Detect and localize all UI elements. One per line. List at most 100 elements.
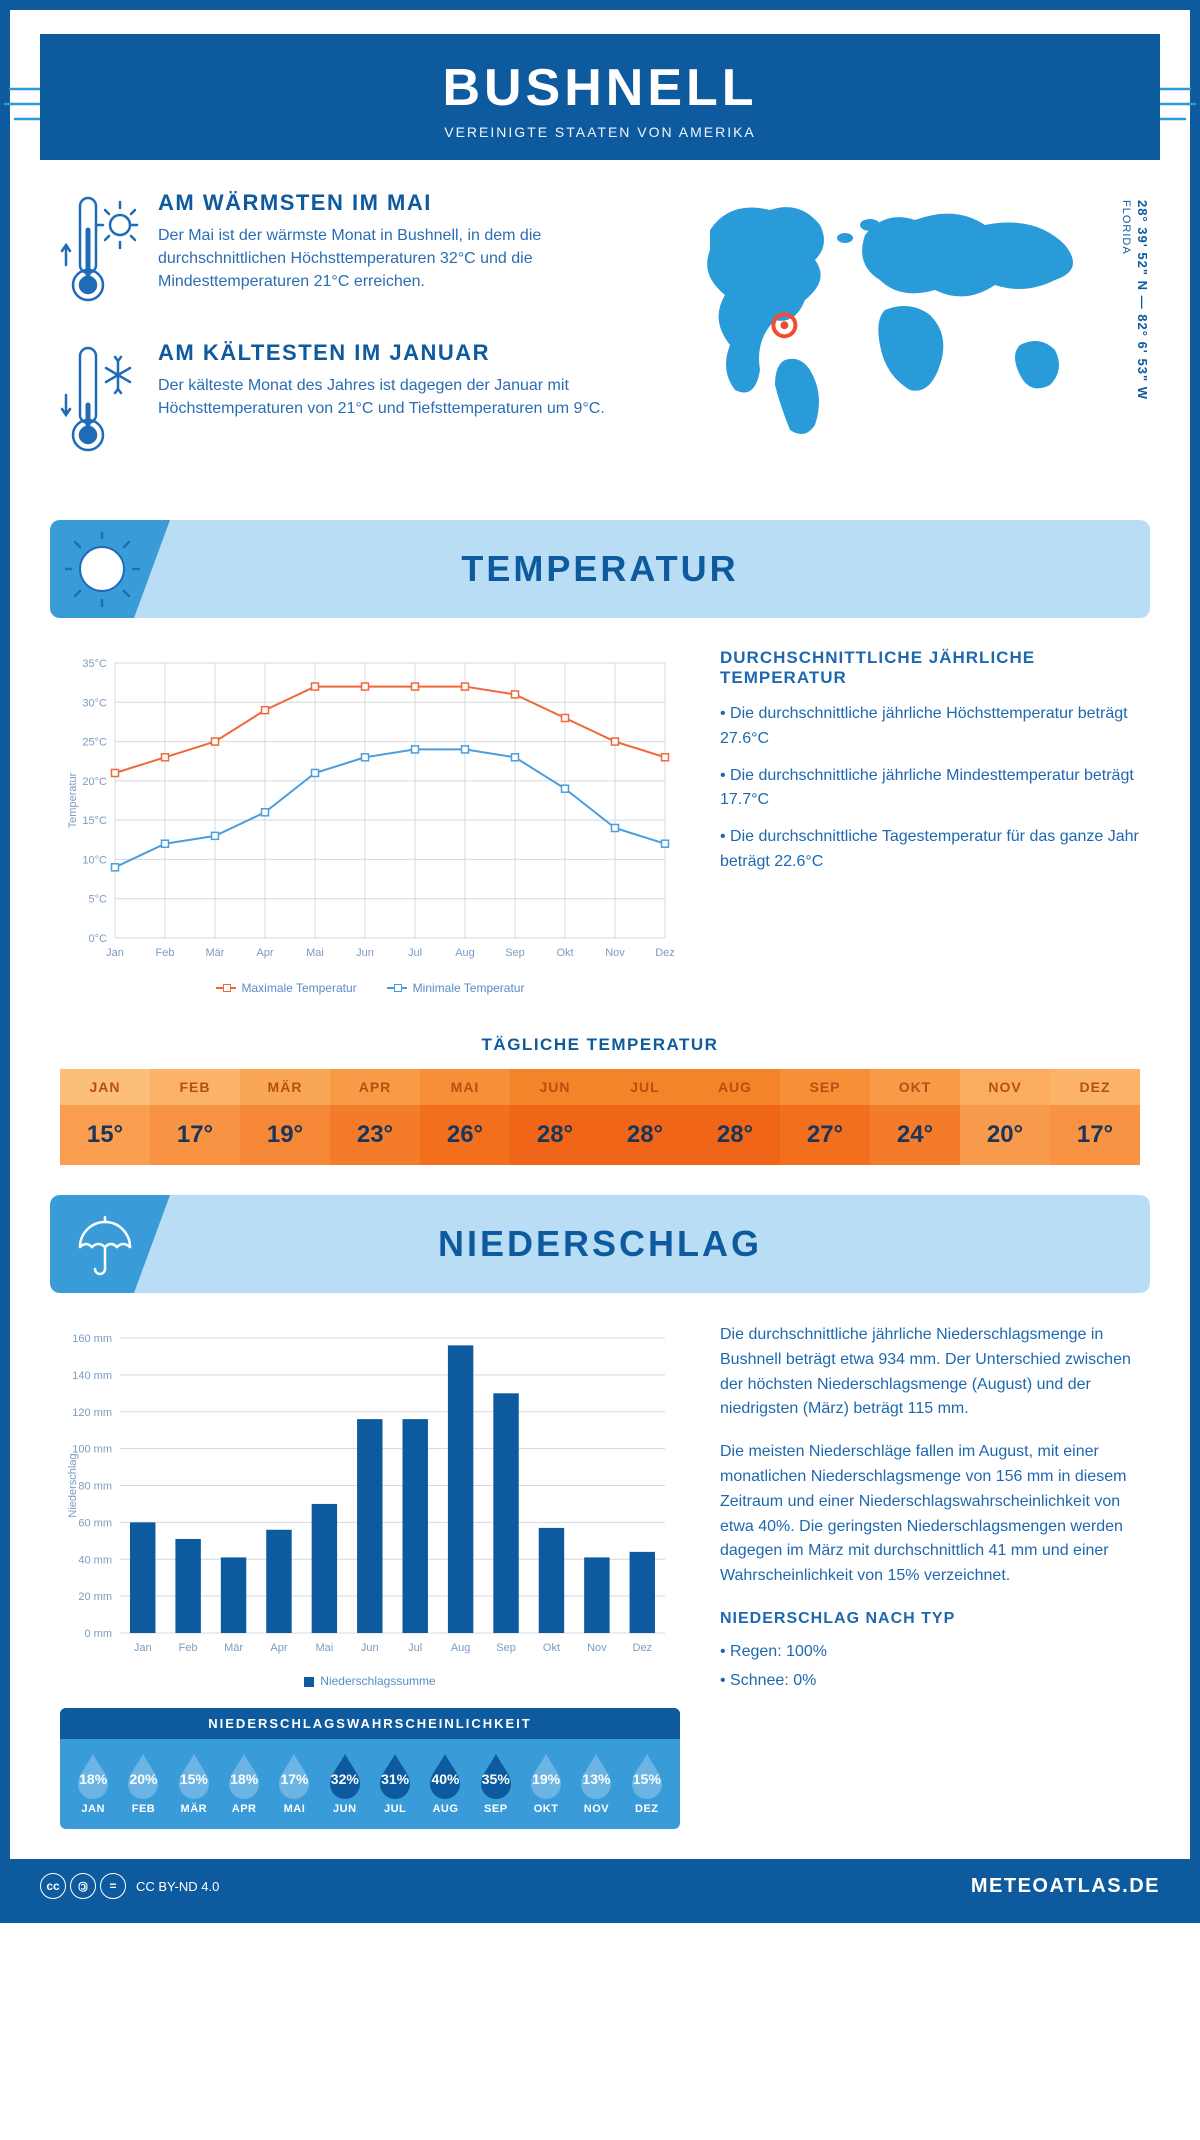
warm-fact-title: AM WÄRMSTEN IM MAI (158, 190, 610, 216)
precip-chart: 0 mm20 mm40 mm60 mm80 mm100 mm120 mm140 … (60, 1323, 680, 1688)
page-frame: BUSHNELL VEREINIGTE STAATEN VON AMERIKA … (0, 0, 1200, 1923)
warm-fact-text: Der Mai ist der wärmste Monat in Bushnel… (158, 224, 610, 294)
svg-text:Feb: Feb (179, 1642, 198, 1654)
precip-type-title: NIEDERSCHLAG NACH TYP (720, 1607, 1140, 1632)
svg-text:Aug: Aug (451, 1642, 471, 1654)
temp-desc-b1: • Die durchschnittliche jährliche Höchst… (720, 702, 1140, 752)
cold-fact-text: Der kälteste Monat des Jahres ist dagege… (158, 374, 610, 420)
daily-temp-title: TÄGLICHE TEMPERATUR (10, 1035, 1190, 1055)
svg-text:10°C: 10°C (82, 854, 107, 866)
prob-cell: 19%OKT (521, 1751, 571, 1815)
temp-cell: JAN15° (60, 1069, 150, 1165)
svg-text:Jun: Jun (361, 1642, 379, 1654)
prob-cell: 17%MAI (269, 1751, 319, 1815)
svg-text:160 mm: 160 mm (72, 1333, 112, 1345)
daily-temp-strip: JAN15°FEB17°MÄR19°APR23°MAI26°JUN28°JUL2… (60, 1069, 1140, 1165)
prob-cell: 32%JUN (320, 1751, 370, 1815)
svg-text:20 mm: 20 mm (78, 1591, 112, 1603)
temp-cell: OKT24° (870, 1069, 960, 1165)
svg-text:Sep: Sep (496, 1642, 516, 1654)
svg-text:Dez: Dez (633, 1642, 653, 1654)
svg-text:80 mm: 80 mm (78, 1481, 112, 1493)
precip-description: Die durchschnittliche jährliche Niedersc… (720, 1323, 1140, 1829)
svg-text:Apr: Apr (270, 1642, 287, 1654)
cold-fact-title: AM KÄLTESTEN IM JANUAR (158, 340, 610, 366)
svg-text:Mär: Mär (224, 1642, 243, 1654)
precip-banner: NIEDERSCHLAG (50, 1195, 1150, 1293)
thermometer-cold-icon (60, 340, 140, 465)
region-label: FLORIDA (1120, 200, 1132, 255)
svg-text:Mai: Mai (316, 1642, 334, 1654)
svg-text:Okt: Okt (543, 1642, 560, 1654)
svg-text:Apr: Apr (256, 947, 273, 959)
temp-cell: NOV20° (960, 1069, 1050, 1165)
svg-text:40 mm: 40 mm (78, 1554, 112, 1566)
page-subtitle: VEREINIGTE STAATEN VON AMERIKA (40, 124, 1160, 140)
temp-cell: MAI26° (420, 1069, 510, 1165)
prob-title: NIEDERSCHLAGSWAHRSCHEINLICHKEIT (60, 1708, 680, 1739)
temperature-description: DURCHSCHNITTLICHE JÄHRLICHE TEMPERATUR •… (720, 648, 1140, 995)
svg-text:Jul: Jul (408, 947, 422, 959)
svg-text:60 mm: 60 mm (78, 1517, 112, 1529)
by-icon: 🄯 (70, 1873, 96, 1899)
temp-cell: DEZ17° (1050, 1069, 1140, 1165)
svg-text:Temperatur: Temperatur (67, 772, 79, 828)
prob-cell: 35%SEP (471, 1751, 521, 1815)
cc-icon: cc (40, 1873, 66, 1899)
temp-desc-b2: • Die durchschnittliche jährliche Mindes… (720, 764, 1140, 814)
prob-cell: 40%AUG (420, 1751, 470, 1815)
svg-text:Jan: Jan (106, 947, 124, 959)
license-text: CC BY-ND 4.0 (136, 1879, 219, 1894)
svg-text:Jan: Jan (134, 1642, 152, 1654)
page-title: BUSHNELL (40, 58, 1160, 118)
temp-cell: JUL28° (600, 1069, 690, 1165)
footer: cc 🄯 = CC BY-ND 4.0 METEOATLAS.DE (10, 1859, 1190, 1913)
temp-desc-title: DURCHSCHNITTLICHE JÄHRLICHE TEMPERATUR (720, 648, 1140, 688)
prob-cell: 15%DEZ (622, 1751, 672, 1815)
prob-cell: 18%APR (219, 1751, 269, 1815)
temperature-banner: TEMPERATUR (50, 520, 1150, 618)
svg-text:Nov: Nov (587, 1642, 607, 1654)
climate-facts: AM WÄRMSTEN IM MAI Der Mai ist der wärms… (60, 190, 610, 490)
svg-text:Okt: Okt (556, 947, 573, 959)
svg-text:5°C: 5°C (89, 894, 108, 906)
svg-text:Aug: Aug (455, 947, 475, 959)
svg-text:Sep: Sep (505, 947, 525, 959)
thermometer-hot-icon (60, 190, 140, 315)
svg-text:15°C: 15°C (82, 815, 107, 827)
svg-text:Feb: Feb (156, 947, 175, 959)
svg-text:0°C: 0°C (89, 933, 108, 945)
prob-cell: 13%NOV (571, 1751, 621, 1815)
svg-text:20°C: 20°C (82, 776, 107, 788)
svg-text:140 mm: 140 mm (72, 1370, 112, 1382)
legend-min: Minimale Temperatur (413, 981, 525, 995)
svg-text:Mai: Mai (306, 947, 324, 959)
coordinates: 28° 39' 52" N — 82° 6' 53" W (1135, 200, 1150, 400)
precip-legend: Niederschlagssumme (320, 1674, 435, 1688)
cc-icons: cc 🄯 = (40, 1873, 126, 1899)
temperature-chart: 0°C5°C10°C15°C20°C25°C30°C35°CJanFebMärA… (60, 648, 680, 995)
world-map: FLORIDA 28° 39' 52" N — 82° 6' 53" W (640, 190, 1140, 490)
prob-cell: 18%JAN (68, 1751, 118, 1815)
svg-text:Mär: Mär (206, 947, 225, 959)
precip-type2: • Schnee: 0% (720, 1669, 1140, 1694)
site-name: METEOATLAS.DE (971, 1875, 1160, 1898)
svg-text:Nov: Nov (605, 947, 625, 959)
svg-text:Jun: Jun (356, 947, 374, 959)
svg-text:Niederschlag: Niederschlag (67, 1453, 79, 1517)
legend-max: Maximale Temperatur (242, 981, 357, 995)
precip-text2: Die meisten Niederschläge fallen im Augu… (720, 1440, 1140, 1589)
temperature-title: TEMPERATUR (50, 548, 1150, 590)
nd-icon: = (100, 1873, 126, 1899)
prob-cell: 15%MÄR (169, 1751, 219, 1815)
precip-type1: • Regen: 100% (720, 1640, 1140, 1665)
header-banner: BUSHNELL VEREINIGTE STAATEN VON AMERIKA (40, 34, 1160, 160)
precip-probability-box: NIEDERSCHLAGSWAHRSCHEINLICHKEIT 18%JAN20… (60, 1708, 680, 1829)
temp-cell: MÄR19° (240, 1069, 330, 1165)
svg-text:35°C: 35°C (82, 658, 107, 670)
temp-cell: SEP27° (780, 1069, 870, 1165)
temp-cell: APR23° (330, 1069, 420, 1165)
sun-icon (65, 532, 140, 612)
temp-desc-b3: • Die durchschnittliche Tagestemperatur … (720, 825, 1140, 875)
prob-cell: 20%FEB (118, 1751, 168, 1815)
